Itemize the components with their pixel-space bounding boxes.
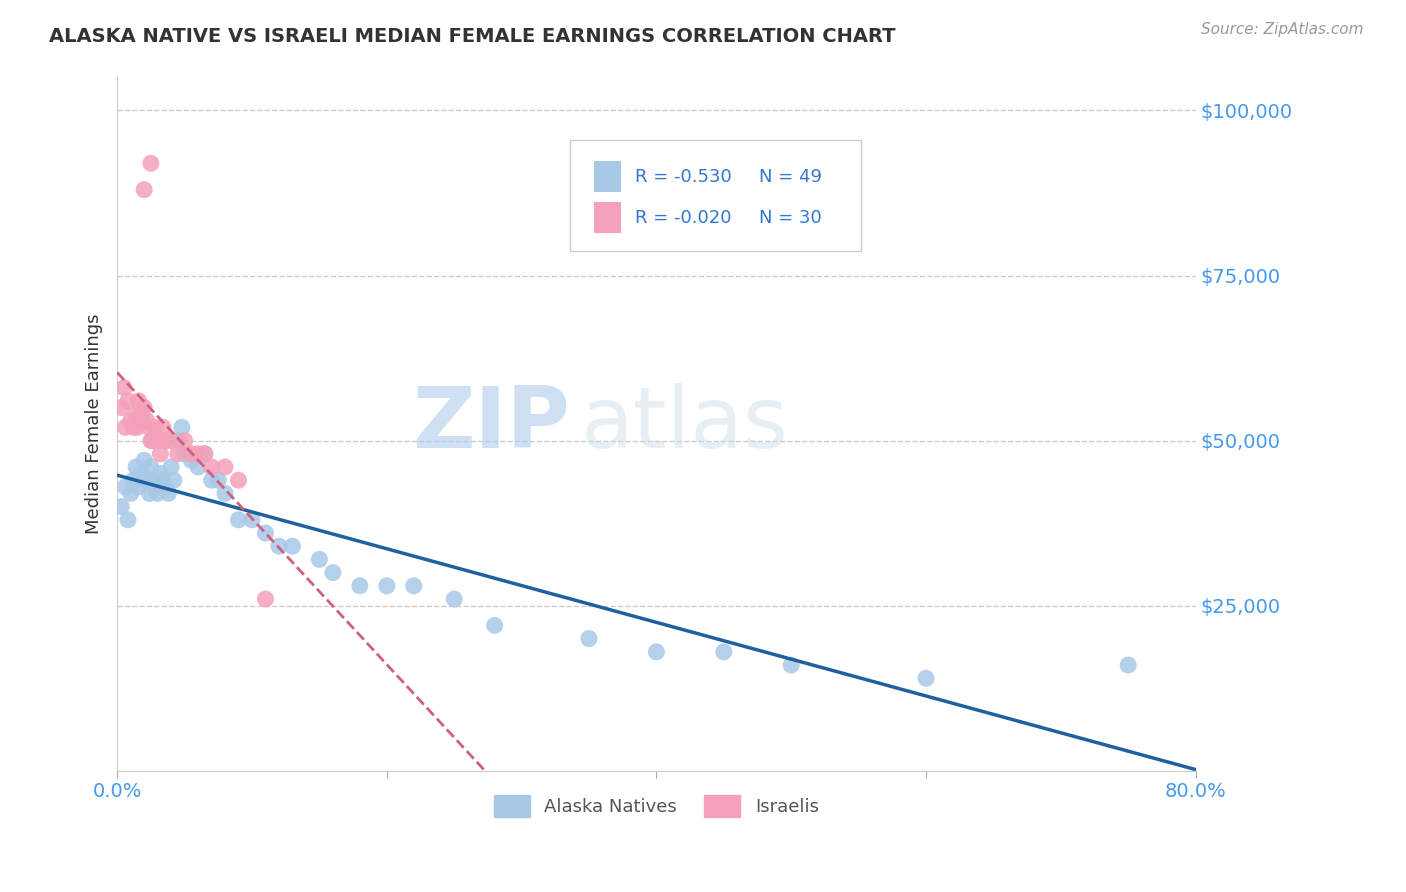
Point: [214, 486, 236, 500]
Point: [200, 473, 222, 487]
Point: [143, 420, 166, 434]
Point: [443, 592, 465, 607]
Point: [141, 473, 163, 487]
Point: [112, 381, 135, 395]
Point: [200, 460, 222, 475]
Point: [125, 407, 148, 421]
Point: [308, 552, 330, 566]
Text: N = 49: N = 49: [759, 168, 823, 186]
Point: [135, 473, 157, 487]
Point: [228, 513, 250, 527]
Text: R = -0.530: R = -0.530: [636, 168, 731, 186]
Point: [375, 579, 398, 593]
Point: [114, 480, 136, 494]
Point: [114, 420, 136, 434]
Point: [187, 447, 209, 461]
Point: [131, 467, 153, 481]
Point: [117, 394, 139, 409]
Point: [207, 473, 229, 487]
Point: [915, 671, 938, 685]
Point: [228, 473, 250, 487]
Point: [127, 473, 149, 487]
Point: [166, 447, 188, 461]
Point: [155, 434, 177, 448]
Point: [170, 420, 193, 434]
Point: [214, 460, 236, 475]
Point: [160, 434, 183, 448]
Point: [139, 156, 162, 170]
Point: [349, 579, 371, 593]
Point: [194, 447, 217, 461]
Point: [166, 434, 188, 448]
Point: [155, 480, 177, 494]
Point: [125, 460, 148, 475]
Point: [120, 486, 142, 500]
Point: [146, 434, 169, 448]
Point: [194, 447, 217, 461]
Point: [180, 453, 202, 467]
Point: [713, 645, 735, 659]
Point: [173, 447, 195, 461]
Point: [122, 473, 145, 487]
Point: [402, 579, 425, 593]
Point: [780, 658, 803, 673]
Point: [120, 414, 142, 428]
FancyBboxPatch shape: [593, 161, 621, 192]
Text: N = 30: N = 30: [759, 209, 821, 227]
Point: [110, 500, 132, 514]
Point: [160, 460, 183, 475]
Text: atlas: atlas: [581, 383, 789, 466]
Point: [143, 480, 166, 494]
Point: [254, 592, 277, 607]
Point: [484, 618, 506, 632]
Legend: Alaska Natives, Israelis: Alaska Natives, Israelis: [486, 788, 827, 824]
Point: [267, 539, 290, 553]
Point: [240, 513, 263, 527]
Point: [139, 434, 162, 448]
Text: R = -0.020: R = -0.020: [636, 209, 731, 227]
Text: ZIP: ZIP: [412, 383, 569, 466]
Point: [146, 486, 169, 500]
Point: [322, 566, 344, 580]
Point: [131, 407, 153, 421]
Point: [152, 420, 174, 434]
Point: [122, 420, 145, 434]
Point: [128, 480, 150, 494]
Point: [134, 453, 156, 467]
Point: [149, 447, 172, 461]
Point: [127, 420, 149, 434]
Point: [281, 539, 304, 553]
Point: [152, 473, 174, 487]
Point: [138, 420, 160, 434]
Text: ALASKA NATIVE VS ISRAELI MEDIAN FEMALE EARNINGS CORRELATION CHART: ALASKA NATIVE VS ISRAELI MEDIAN FEMALE E…: [49, 27, 896, 45]
Point: [578, 632, 600, 646]
Point: [180, 447, 202, 461]
Y-axis label: Median Female Earnings: Median Female Earnings: [86, 314, 103, 534]
Point: [149, 467, 172, 481]
Point: [645, 645, 668, 659]
Point: [173, 434, 195, 448]
FancyBboxPatch shape: [569, 140, 862, 251]
FancyBboxPatch shape: [593, 202, 621, 234]
Point: [139, 460, 162, 475]
Point: [110, 401, 132, 415]
Text: Source: ZipAtlas.com: Source: ZipAtlas.com: [1201, 22, 1364, 37]
Point: [187, 460, 209, 475]
Point: [141, 434, 163, 448]
Point: [134, 401, 156, 415]
Point: [1116, 658, 1139, 673]
Point: [157, 486, 180, 500]
Point: [138, 486, 160, 500]
Point: [134, 183, 156, 197]
Point: [163, 473, 186, 487]
Point: [117, 513, 139, 527]
Point: [128, 394, 150, 409]
Point: [135, 414, 157, 428]
Point: [254, 526, 277, 541]
